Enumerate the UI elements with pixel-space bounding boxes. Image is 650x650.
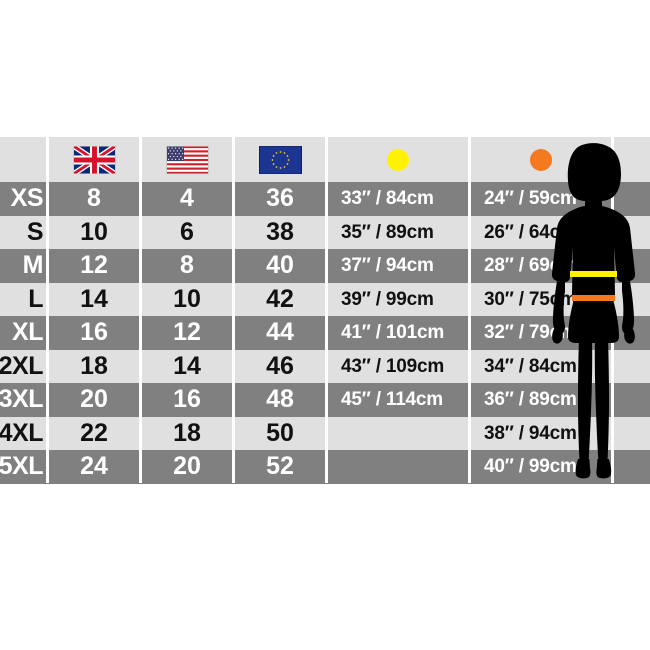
eu-size-cell: 48 bbox=[266, 385, 294, 414]
yellow-dot-icon bbox=[328, 137, 468, 182]
us-flag-svg bbox=[165, 145, 209, 174]
uk-size-cell: 10 bbox=[80, 217, 108, 246]
eu-flag-svg bbox=[258, 145, 302, 174]
size-label-cell: M bbox=[22, 251, 44, 280]
us-size-cell: 12 bbox=[173, 318, 201, 347]
uk-flag-svg bbox=[72, 145, 116, 174]
eu-size-cell: 46 bbox=[266, 351, 294, 380]
size-label-cell: XL bbox=[12, 318, 43, 347]
us-size-cell: 6 bbox=[180, 217, 194, 246]
us-size-cell: 18 bbox=[173, 418, 201, 447]
us-size-cell: 4 bbox=[180, 184, 194, 213]
bust-measurement-cell: 39″ / 99cm bbox=[341, 288, 434, 310]
eu-size-cell: 36 bbox=[266, 184, 294, 213]
bust-measurement-cell: 33″ / 84cm bbox=[341, 188, 434, 210]
column-separator-5 bbox=[468, 137, 471, 483]
bust-marker-dot bbox=[387, 148, 409, 171]
column-separator-4 bbox=[325, 137, 328, 483]
size-label-cell: S bbox=[26, 217, 44, 246]
uk-size-cell: 14 bbox=[80, 284, 108, 313]
uk-flag-icon bbox=[49, 137, 139, 182]
waist-measurement-cell: 40″ / 99cm bbox=[484, 456, 577, 478]
waist-measurement-cell: 34″ / 84cm bbox=[484, 355, 577, 377]
bust-measurement-cell: 45″ / 114cm bbox=[341, 389, 443, 411]
size-label-cell: 5XL bbox=[0, 452, 44, 481]
waist-measurement-cell: 30″ / 75cm bbox=[484, 288, 577, 310]
size-label-cell: 4XL bbox=[0, 418, 44, 447]
silhouette-svg bbox=[551, 143, 636, 479]
silhouette-body bbox=[551, 143, 636, 479]
eu-size-cell: 50 bbox=[266, 418, 294, 447]
orange-dot-icon bbox=[471, 137, 611, 182]
bust-measurement-cell bbox=[328, 417, 468, 451]
bust-measurement-cell: 43″ / 109cm bbox=[341, 355, 445, 377]
size-label-cell: XS bbox=[10, 184, 44, 213]
waist-measurement-cell: 36″ / 89cm bbox=[484, 389, 577, 411]
eu-flag-icon bbox=[235, 137, 325, 182]
eu-size-cell: 42 bbox=[266, 284, 294, 313]
eu-size-cell: 44 bbox=[266, 318, 294, 347]
eu-size-cell: 40 bbox=[266, 251, 294, 280]
us-size-cell: 20 bbox=[173, 452, 201, 481]
bust-measurement-cell: 37″ / 94cm bbox=[341, 255, 434, 277]
waist-measurement-cell: 24″ / 59cm bbox=[484, 188, 577, 210]
size-label-cell: 3XL bbox=[0, 385, 44, 414]
size-column-header bbox=[0, 137, 46, 182]
uk-size-cell: 22 bbox=[80, 418, 108, 447]
uk-size-cell: 16 bbox=[80, 318, 108, 347]
eu-size-cell: 38 bbox=[266, 217, 294, 246]
uk-size-cell: 12 bbox=[80, 251, 108, 280]
waist-marker-dot bbox=[530, 148, 552, 171]
size-chart: XS 8 4 36 33″ / 84cm 24″ / 59cm S 10 6 38 35″ / 89… bbox=[0, 137, 650, 484]
bust-measurement-cell: 35″ / 89cm bbox=[341, 221, 434, 243]
female-silhouette-icon bbox=[537, 143, 650, 483]
uk-size-cell: 20 bbox=[80, 385, 108, 414]
column-separator-3 bbox=[232, 137, 235, 483]
us-size-cell: 10 bbox=[173, 284, 201, 313]
size-label-cell: 2XL bbox=[0, 351, 44, 380]
size-label-cell: L bbox=[28, 284, 43, 313]
uk-size-cell: 18 bbox=[80, 351, 108, 380]
eu-size-cell: 52 bbox=[266, 452, 294, 481]
bust-measurement-cell bbox=[328, 450, 468, 484]
bust-measurement-cell: 41″ / 101cm bbox=[341, 322, 445, 344]
uk-size-cell: 24 bbox=[80, 452, 108, 481]
column-separator-1 bbox=[46, 137, 49, 483]
waist-measurement-cell: 38″ / 94cm bbox=[484, 422, 577, 444]
us-size-cell: 8 bbox=[180, 251, 194, 280]
us-flag-icon bbox=[142, 137, 232, 182]
column-separator-2 bbox=[139, 137, 142, 483]
us-size-cell: 14 bbox=[173, 351, 201, 380]
waist-measurement-cell: 26″ / 64cm bbox=[484, 221, 577, 243]
uk-size-cell: 8 bbox=[87, 184, 101, 213]
us-size-cell: 16 bbox=[173, 385, 201, 414]
